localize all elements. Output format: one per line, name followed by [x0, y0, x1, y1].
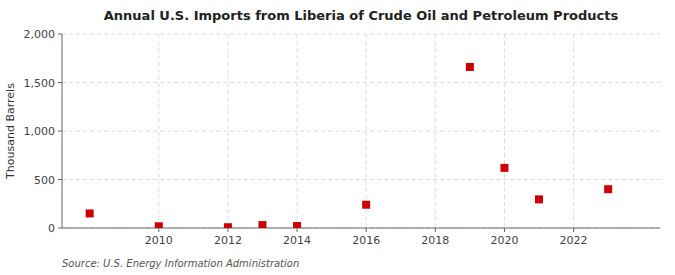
- tick-mark: [58, 179, 62, 180]
- grid-line: [435, 34, 436, 228]
- axes: 0 500 1,000 1,500 2,000 2010 2012 2014 2016 2018 2…: [24, 28, 661, 247]
- grid-line: [62, 82, 660, 83]
- x-axis-line: [62, 228, 660, 229]
- point: [500, 164, 508, 172]
- grid-line: [573, 34, 574, 228]
- tick-mark: [58, 82, 62, 83]
- point: [86, 209, 94, 217]
- tick-label: 2014: [283, 234, 311, 247]
- tick-label: 1,000: [24, 125, 56, 138]
- tick-mark: [573, 228, 574, 232]
- tick-label: 2020: [490, 234, 518, 247]
- grid-line: [62, 131, 660, 132]
- tick-label: 2018: [421, 234, 449, 247]
- tick-mark: [504, 228, 505, 232]
- title: Annual U.S. Imports from Liberia of Crud…: [104, 8, 619, 23]
- grid-line: [227, 34, 228, 228]
- point: [604, 185, 612, 193]
- tick-mark: [366, 228, 367, 232]
- point: [362, 201, 370, 209]
- tick-label: 2022: [560, 234, 588, 247]
- tick-mark: [58, 34, 62, 35]
- tick-label: 2016: [352, 234, 380, 247]
- annotation: Source: U.S. Energy Information Administ…: [62, 258, 299, 269]
- tick-mark: [58, 228, 62, 229]
- tick-label: 1,500: [24, 77, 56, 90]
- tick-mark: [227, 228, 228, 232]
- grid-line: [504, 34, 505, 228]
- grid-line: [297, 34, 298, 228]
- tick-mark: [158, 228, 159, 232]
- axis-label: Thousand Barrels: [4, 83, 17, 180]
- tick-label: 500: [34, 174, 55, 187]
- point: [224, 223, 232, 228]
- tick-label: 0: [48, 222, 55, 235]
- y-axis-line: [62, 34, 63, 228]
- tick-mark: [435, 228, 436, 232]
- grid-line: [158, 34, 159, 228]
- point: [293, 222, 301, 228]
- points: [86, 63, 612, 228]
- point: [535, 195, 543, 203]
- grid-line: [62, 228, 660, 229]
- tick-label: 2012: [214, 234, 242, 247]
- grid: [62, 34, 660, 228]
- tick-label: 2010: [145, 234, 173, 247]
- tick-label: 2,000: [24, 28, 56, 41]
- point: [258, 221, 266, 228]
- grid-line: [366, 34, 367, 228]
- tick-mark: [297, 228, 298, 232]
- grid-line: [62, 179, 660, 180]
- point: [466, 63, 474, 71]
- grid-line: [62, 34, 660, 35]
- tick-mark: [58, 131, 62, 132]
- point: [155, 222, 163, 228]
- chart: Annual U.S. Imports from Liberia of Crud…: [0, 0, 675, 275]
